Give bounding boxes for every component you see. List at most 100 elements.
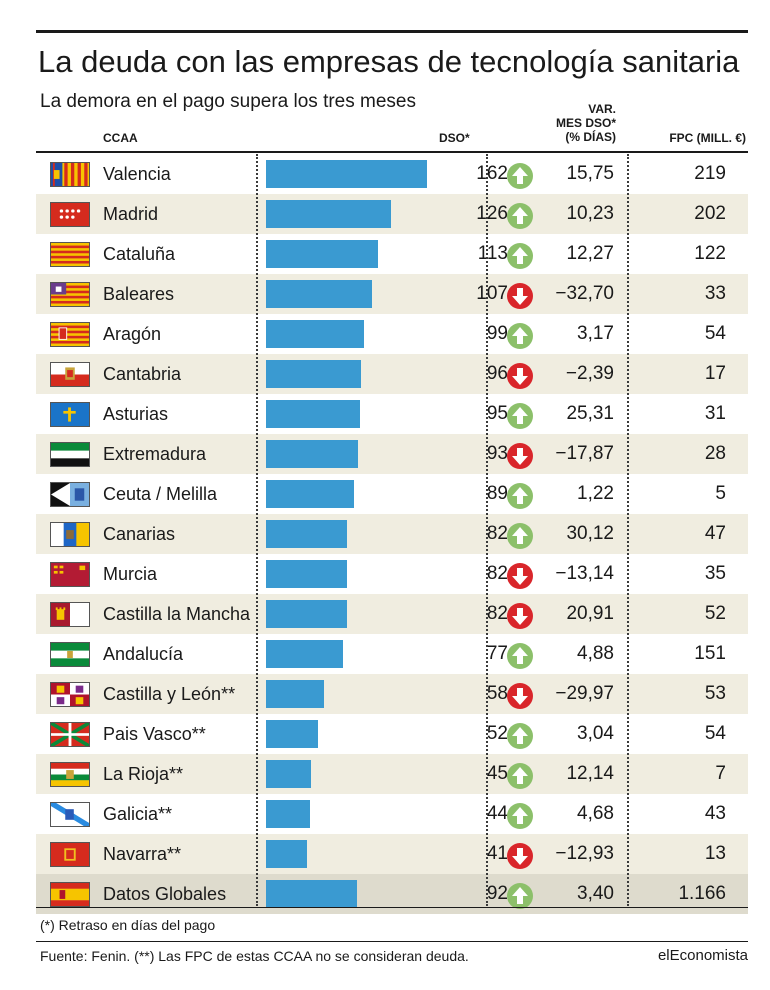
var-value: 1,22 [577,483,614,504]
var-value: 15,75 [566,163,614,184]
flag-canarias-icon [50,522,90,547]
arrow-up-circle-icon [506,802,534,830]
dso-value: 107 [476,283,508,304]
arrow-up-circle-icon [506,242,534,270]
flag-baleares-icon [50,282,90,307]
region-name: Extremadura [103,444,207,464]
var-value: −17,87 [555,443,614,464]
table-row: Ceuta / Melilla 89 1,22 5 [36,474,748,514]
dso-value: 82 [486,603,508,624]
region-name: Canarias [103,524,176,544]
region-name: La Rioja** [103,764,184,784]
table-row: Navarra** 41 −12,93 13 [36,834,748,874]
fpc-value: 219 [694,163,726,184]
region-name: Cataluña [103,244,176,264]
fpc-value: 202 [694,203,726,224]
fpc-value: 122 [694,243,726,264]
arrow-up-circle-icon [506,322,534,350]
fpc-value: 54 [704,323,726,344]
dso-bar [266,680,324,708]
dso-bar [266,160,427,188]
table-row: Murcia 82 −13,14 35 [36,554,748,594]
arrow-up-circle-icon [506,642,534,670]
dso-bar [266,600,348,628]
var-value: 3,04 [577,723,614,744]
dso-bar [266,360,362,388]
dso-bar [266,880,358,908]
var-value: −12,93 [555,843,614,864]
table-row: Canarias 82 30,12 47 [36,514,748,554]
table-row: Castilla y León** 58 −29,97 53 [36,674,748,714]
column-separator [627,154,629,906]
region-name: Pais Vasco** [103,724,206,744]
dso-value: 82 [486,523,508,544]
flag-murcia-icon [50,562,90,587]
flag-asturias-icon [50,402,90,427]
dso-bar [266,480,355,508]
region-name: Datos Globales [103,884,227,904]
table-row: Extremadura 93 −17,87 28 [36,434,748,474]
table-row: La Rioja** 45 12,14 7 [36,754,748,794]
var-value: −13,14 [555,563,614,584]
table-row: Castilla la Mancha 82 20,91 52 [36,594,748,634]
header-var-line2: MES DSO* [555,116,616,130]
bottom-rule [36,907,748,908]
dso-value: 96 [486,363,508,384]
flag-madrid-icon [50,202,90,227]
column-separator [486,154,488,906]
dso-bar [266,400,361,428]
dso-value: 89 [486,483,508,504]
arrow-up-circle-icon [506,402,534,430]
arrow-down-circle-icon [506,362,534,390]
region-name: Castilla la Mancha [103,604,251,624]
var-value: −32,70 [555,283,614,304]
dso-value: 52 [486,723,508,744]
fpc-value: 47 [704,523,726,544]
chart-subtitle: La demora en el pago supera los tres mes… [40,91,416,112]
dso-value: 113 [477,243,508,264]
arrow-up-circle-icon [506,202,534,230]
arrow-up-circle-icon [506,482,534,510]
table-row: Asturias 95 25,31 31 [36,394,748,434]
dso-bar [266,720,318,748]
dso-bar [266,520,348,548]
dso-value: 77 [486,643,508,664]
dso-value: 82 [486,563,508,584]
flag-la-rioja-icon [50,762,90,787]
fpc-value: 53 [704,683,726,704]
region-name: Andalucía [103,644,184,664]
flag-espana-icon [50,882,90,907]
fpc-value: 28 [704,443,726,464]
arrow-up-circle-icon [506,762,534,790]
arrow-down-circle-icon [506,562,534,590]
region-name: Valencia [103,164,171,184]
var-value: 3,40 [577,883,614,904]
table-row: Madrid 126 10,23 202 [36,194,748,234]
fpc-value: 13 [704,843,726,864]
fpc-value: 52 [704,603,726,624]
dso-value: 93 [486,443,508,464]
flag-extremadura-icon [50,442,90,467]
source-note: Fuente: Fenin. (**) Las FPC de estas CCA… [40,948,469,964]
brand-logo: elEconomista [657,947,748,964]
flag-castilla-la-mancha-icon [50,602,90,627]
flag-andalucia-icon [50,642,90,667]
var-value: 3,17 [577,323,614,344]
fpc-value: 1.166 [678,883,726,904]
flag-valencia-icon [50,162,90,187]
flag-castilla-y-leon-icon [50,682,90,707]
fpc-value: 151 [694,643,726,664]
table-row: Baleares 107 −32,70 33 [36,274,748,314]
arrow-down-circle-icon [506,682,534,710]
flag-galicia-icon [50,802,90,827]
var-value: 12,14 [566,763,614,784]
dso-value: 41 [486,843,508,864]
var-value: 20,91 [566,603,614,624]
dso-bar [266,560,348,588]
arrow-up-circle-icon [506,882,534,910]
var-value: −29,97 [555,683,614,704]
top-rule [36,30,748,33]
footer-rule [36,941,748,942]
region-name: Murcia [103,564,158,584]
table-row: Pais Vasco** 52 3,04 54 [36,714,748,754]
